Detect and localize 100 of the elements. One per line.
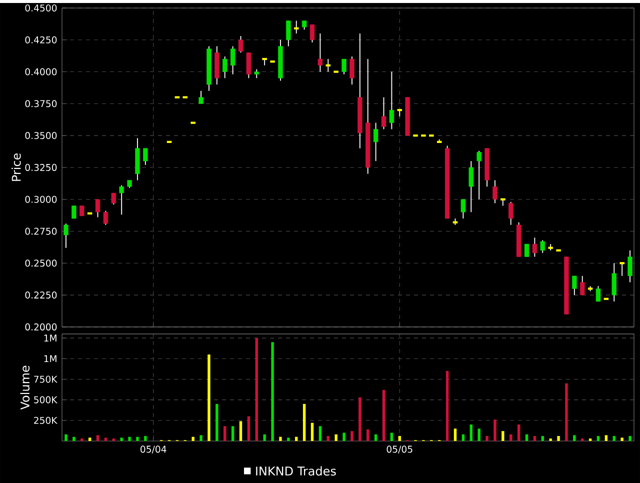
bar (358, 397, 362, 441)
x-tick-label: 05/04 (140, 446, 166, 454)
bar (533, 436, 536, 441)
bar (382, 390, 386, 441)
candlestick (72, 205, 76, 219)
bar (136, 436, 139, 441)
candlestick (64, 223, 68, 248)
bar (231, 426, 234, 441)
bar (565, 383, 568, 441)
bar (366, 429, 370, 441)
bar (510, 434, 512, 441)
candlestick (492, 180, 498, 204)
bar (72, 436, 76, 441)
y-tick-label: 250K (34, 416, 58, 424)
bar (263, 434, 266, 441)
candlestick (318, 33, 323, 72)
y-tick-label: 0.2750 (25, 228, 57, 235)
candlestick (596, 286, 601, 302)
y-tick-label: 0.2500 (25, 260, 57, 267)
y-tick-label: 0.3250 (25, 164, 57, 171)
bar (88, 438, 92, 441)
bar (342, 432, 346, 441)
bar (446, 371, 449, 441)
y-tick-label: 0.2000 (25, 323, 57, 330)
bar (596, 436, 600, 441)
bar (302, 404, 306, 441)
candlestick (286, 20, 291, 47)
bar (525, 434, 528, 441)
bar (612, 436, 616, 441)
candlestick (612, 262, 616, 302)
bar (310, 422, 314, 441)
bar (334, 434, 338, 441)
candlestick (246, 52, 252, 79)
bar (390, 432, 394, 441)
candlestick (460, 198, 466, 219)
bar (104, 438, 108, 441)
candlestick (572, 275, 577, 296)
y-tick-label: 0.3500 (25, 132, 57, 140)
y-tick-label: 0.4000 (25, 68, 57, 76)
bar (541, 436, 544, 441)
candlestick (476, 150, 482, 200)
candlestick (342, 58, 346, 75)
bar (502, 431, 504, 441)
bar (192, 436, 194, 441)
candlestick (310, 24, 315, 43)
bar (279, 436, 282, 441)
candlestick (230, 46, 236, 75)
bar (318, 426, 322, 441)
candlestick (373, 122, 378, 162)
bar (128, 436, 131, 441)
y-tick-label: 750K (34, 376, 58, 383)
bar (454, 428, 457, 441)
bar (374, 434, 378, 441)
bar (326, 436, 330, 441)
bar (120, 438, 123, 441)
bar (470, 424, 472, 441)
bar (620, 438, 624, 441)
candlestick (580, 275, 585, 296)
y-tick-label: 1M (44, 355, 56, 362)
candlestick (508, 201, 514, 226)
bar (398, 436, 401, 441)
bar (96, 435, 100, 441)
bar (239, 421, 242, 441)
candlestick (95, 198, 100, 218)
bar (224, 426, 226, 441)
bar (557, 436, 560, 441)
bar (573, 435, 576, 441)
bar (478, 428, 480, 441)
bar (200, 435, 202, 441)
y-axis-title: Volume (20, 366, 30, 410)
y-tick-label: 0.2250 (25, 292, 57, 299)
candlestick (222, 56, 228, 79)
bar (295, 436, 298, 441)
candlestick (381, 96, 386, 130)
bar (494, 420, 496, 441)
bar (628, 436, 632, 441)
candlestick (143, 148, 148, 166)
bar (247, 416, 250, 441)
bar (486, 436, 488, 441)
bar (208, 354, 210, 441)
candlestick (468, 160, 474, 213)
candlestick (198, 90, 204, 104)
y-tick-label: 500K (34, 396, 58, 404)
bar (462, 434, 465, 441)
candlestick (119, 184, 124, 216)
candlestick (524, 244, 530, 258)
bar (287, 438, 290, 441)
bar (517, 424, 520, 441)
bar (255, 338, 258, 441)
candlestick (532, 237, 538, 258)
text: INKND Trades (256, 466, 336, 476)
y-tick-label: 0.3000 (25, 196, 57, 203)
bar (271, 342, 274, 441)
candlestick (350, 56, 354, 86)
y-tick-label: 0.4250 (25, 36, 57, 44)
candlestick (111, 192, 116, 205)
y-tick-label: 1M (44, 334, 56, 342)
bar (350, 431, 354, 441)
bar (604, 435, 608, 441)
x-tick-label: 05/05 (386, 446, 412, 454)
